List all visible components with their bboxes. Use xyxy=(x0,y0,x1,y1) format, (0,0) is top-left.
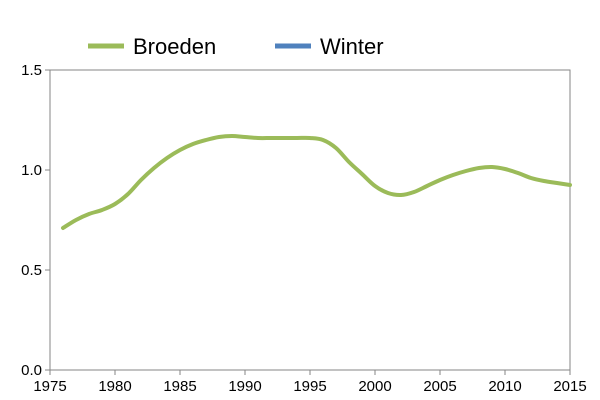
legend-label-winter: Winter xyxy=(320,34,384,59)
y-tick-label: 0.0 xyxy=(21,362,42,379)
x-tick-label: 2000 xyxy=(358,378,391,395)
x-tick-label: 1980 xyxy=(98,378,131,395)
y-tick-label: 0.5 xyxy=(21,262,42,279)
x-tick-label: 1990 xyxy=(228,378,261,395)
x-tick-label: 1985 xyxy=(163,378,196,395)
x-tick-label: 2015 xyxy=(553,378,586,395)
y-tick-label: 1.0 xyxy=(21,162,42,179)
x-tick-label: 2005 xyxy=(423,378,456,395)
legend-label-broeden: Broeden xyxy=(133,34,216,59)
series-line-broeden xyxy=(61,134,572,230)
x-tick-label: 1995 xyxy=(293,378,326,395)
y-tick-label: 1.5 xyxy=(21,62,42,79)
plot-frame xyxy=(49,69,571,371)
x-tick-label: 2010 xyxy=(488,378,521,395)
y-axis-ticks: 0.0 0.5 1.0 1.5 xyxy=(21,62,50,379)
plot-area xyxy=(49,69,571,371)
legend: Broeden Winter xyxy=(88,34,384,59)
x-axis-ticks: 1975 1980 1985 1990 1995 2000 2005 2010 2015 xyxy=(33,370,587,395)
series-layer xyxy=(61,134,572,230)
x-tick-label: 1975 xyxy=(33,378,66,395)
